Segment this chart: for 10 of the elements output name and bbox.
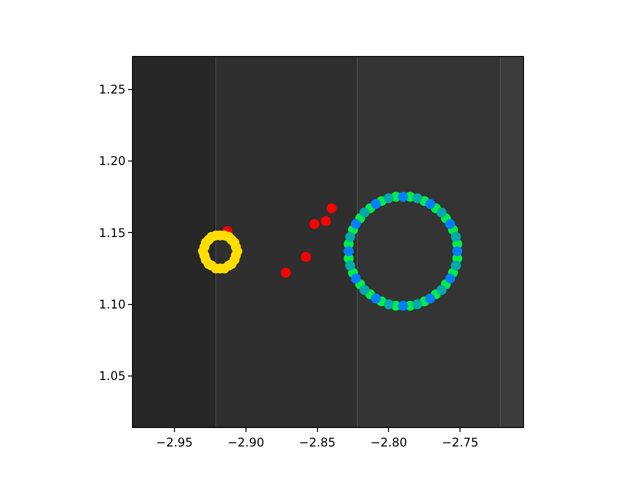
x-tick-label: −2.85 <box>298 435 336 450</box>
x-tick-label: −2.80 <box>370 435 408 450</box>
y-tick-label: 1.25 <box>98 82 126 96</box>
y-tick-label: 1.10 <box>98 297 126 312</box>
x-tick-label: −2.90 <box>227 435 264 450</box>
x-tick-label: −2.95 <box>156 435 193 450</box>
y-tick-label: 1.05 <box>98 369 126 384</box>
y-tick-label: 1.20 <box>98 154 126 168</box>
x-tick-label: −2.75 <box>442 435 479 450</box>
y-tick-label: 1.15 <box>98 226 126 240</box>
